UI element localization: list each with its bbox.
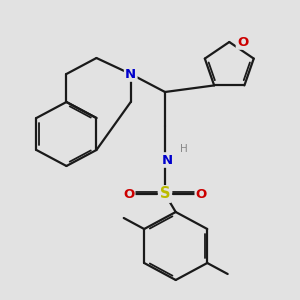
Text: N: N (125, 68, 136, 80)
Text: S: S (160, 187, 170, 202)
Text: O: O (237, 35, 248, 49)
Text: H: H (180, 144, 188, 154)
Text: O: O (123, 188, 134, 200)
Text: N: N (162, 154, 173, 166)
Text: O: O (196, 188, 207, 200)
